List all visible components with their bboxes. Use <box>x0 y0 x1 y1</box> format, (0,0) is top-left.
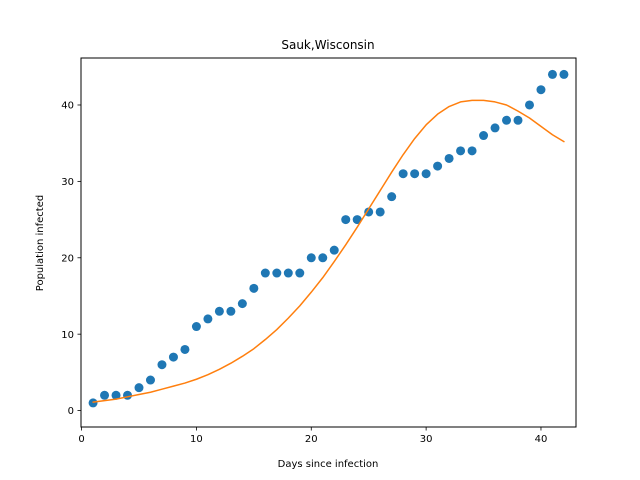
y-tick-label: 30 <box>61 177 74 188</box>
data-point <box>375 207 385 217</box>
data-point <box>433 161 443 171</box>
data-point <box>100 390 110 400</box>
y-axis-label: Population infected <box>35 195 46 291</box>
data-point <box>145 375 155 385</box>
y-tick-label: 10 <box>61 330 74 341</box>
data-point <box>214 306 224 316</box>
x-tick-label: 30 <box>420 434 433 445</box>
data-point <box>444 153 454 163</box>
y-tick-label: 20 <box>61 253 74 264</box>
data-point <box>272 268 282 278</box>
data-point <box>226 306 236 316</box>
data-point <box>306 253 316 263</box>
data-point <box>249 283 259 293</box>
data-point <box>536 85 546 95</box>
data-point <box>134 383 144 393</box>
data-point <box>180 344 190 354</box>
y-tick-label: 40 <box>61 101 74 112</box>
axes: 0 10 20 30 40 0 10 20 30 40 <box>61 57 577 445</box>
data-point <box>502 115 512 125</box>
data-point <box>352 215 362 225</box>
axes-frame <box>80 57 577 428</box>
data-point <box>467 146 477 156</box>
plot-area <box>88 69 569 408</box>
x-tick-label: 20 <box>305 434 318 445</box>
data-point <box>364 207 374 217</box>
data-point <box>421 169 431 179</box>
data-point <box>295 268 305 278</box>
data-point <box>456 146 466 156</box>
x-axis-label: Days since infection <box>278 459 379 470</box>
data-point <box>524 100 534 110</box>
data-point <box>513 115 523 125</box>
data-point <box>490 123 500 133</box>
data-point <box>260 268 270 278</box>
data-point <box>410 169 420 179</box>
data-point <box>111 390 121 400</box>
x-tick-label: 0 <box>78 434 84 445</box>
data-point <box>559 69 569 79</box>
data-point <box>157 360 167 370</box>
data-point <box>479 131 489 141</box>
x-tick-label: 40 <box>535 434 548 445</box>
y-tick-label: 0 <box>68 406 74 417</box>
data-point <box>237 299 247 309</box>
data-point <box>283 268 293 278</box>
data-point <box>168 352 178 362</box>
data-point <box>203 314 213 324</box>
fit-line <box>92 99 565 403</box>
data-point <box>191 322 201 332</box>
data-point <box>88 398 98 408</box>
data-point <box>123 390 133 400</box>
data-point <box>329 245 339 255</box>
data-point <box>398 169 408 179</box>
x-tick-label: 10 <box>190 434 203 445</box>
data-point <box>547 69 557 79</box>
data-point <box>318 253 328 263</box>
chart-title: Sauk,Wisconsin <box>281 38 374 52</box>
data-point <box>387 192 397 202</box>
data-point <box>341 215 351 225</box>
